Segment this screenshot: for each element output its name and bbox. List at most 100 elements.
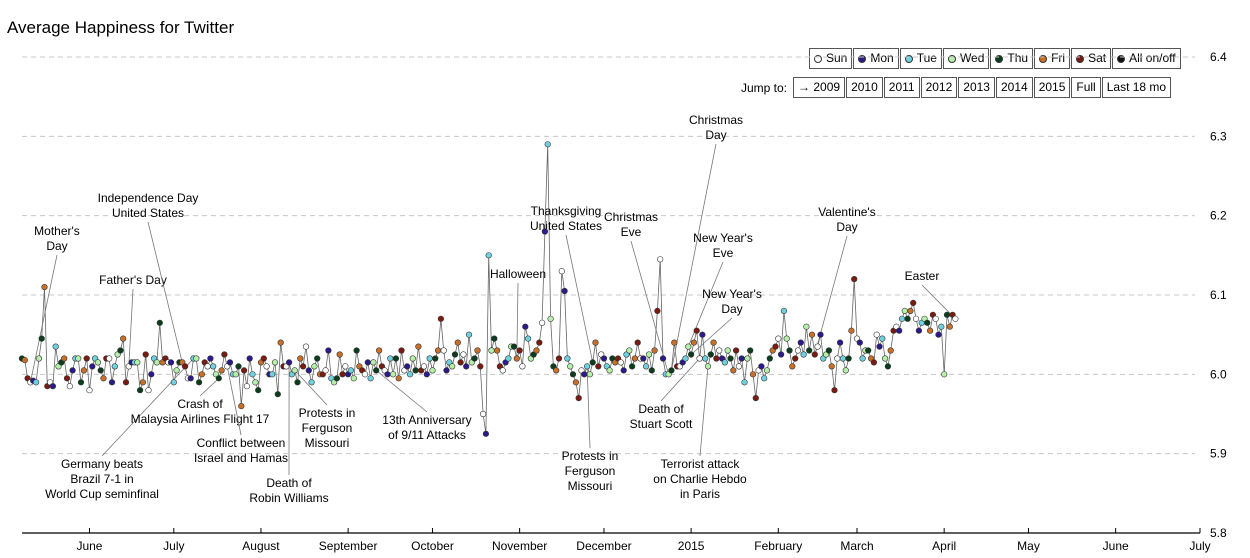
day-color-dot-icon: [1117, 54, 1126, 63]
day-toggle-wed[interactable]: Wed: [942, 48, 990, 69]
data-point: [690, 339, 698, 346]
jump-button[interactable]: Last 18 mo: [1101, 77, 1172, 98]
data-point: [488, 347, 495, 354]
data-point: [336, 351, 343, 358]
data-point: [555, 355, 563, 362]
jump-button[interactable]: 2011: [883, 77, 920, 98]
data-point: [457, 359, 464, 366]
data-point: [451, 351, 459, 358]
day-toggle-thu[interactable]: Thu: [990, 48, 1034, 69]
data-point: [724, 347, 731, 354]
annotation-leader-line: [586, 366, 591, 449]
data-point: [941, 371, 948, 378]
data-point: [390, 371, 397, 378]
y-tick-label: 5.9: [1210, 447, 1227, 461]
data-point: [137, 387, 144, 394]
data-point: [935, 331, 942, 338]
annotation-label: Father's Day: [99, 273, 167, 287]
data-point: [311, 363, 318, 370]
data-point: [699, 331, 706, 338]
data-point: [654, 307, 661, 315]
data-point: [83, 355, 90, 362]
data-point: [120, 335, 127, 342]
data-point: [645, 351, 653, 358]
day-toggle-tue[interactable]: Tue: [899, 48, 942, 69]
data-point: [657, 256, 664, 263]
data-point: [342, 363, 349, 370]
data-point: [75, 355, 82, 362]
day-toggle-all-on-off[interactable]: All on/off: [1112, 48, 1181, 69]
day-toggle-sun[interactable]: Sun: [809, 48, 853, 69]
day-toggle-sat[interactable]: Sat: [1071, 48, 1112, 69]
data-point: [567, 363, 574, 370]
data-point: [153, 359, 160, 366]
data-point: [831, 387, 838, 394]
data-point: [747, 347, 754, 354]
data-point: [111, 363, 118, 370]
x-tick-label: July: [1189, 539, 1210, 553]
data-point: [463, 363, 470, 370]
data-point: [727, 355, 734, 362]
day-toggle-mon[interactable]: Mon: [853, 48, 899, 69]
jump-button[interactable]: 2015: [1033, 77, 1071, 98]
annotation-leader-line: [128, 288, 134, 367]
data-point: [910, 299, 917, 307]
jump-button[interactable]: 2012: [920, 77, 958, 98]
data-point: [61, 355, 68, 362]
year-buttons: → 2009 2010 2011 2012 2013 2014 2015 Full Last 1…: [793, 77, 1172, 98]
day-toggle-label: Sat: [1088, 51, 1107, 65]
chart-title: Average Happiness for Twitter: [7, 18, 235, 37]
data-point: [558, 268, 565, 275]
annotation-label: Crash of: [177, 397, 223, 411]
data-point: [842, 367, 849, 374]
data-point: [406, 371, 414, 378]
data-point: [834, 355, 841, 362]
annotation-label: Missouri: [305, 436, 350, 450]
data-point: [583, 363, 591, 370]
data-point: [952, 315, 959, 322]
data-point: [361, 371, 369, 378]
x-tick-label: November: [492, 539, 547, 553]
x-tick-label: August: [242, 539, 280, 553]
data-point: [482, 430, 490, 437]
data-point: [876, 343, 883, 350]
annotation-label: Eve: [713, 246, 734, 260]
data-point: [170, 379, 177, 386]
data-point: [226, 359, 234, 366]
data-point: [207, 355, 214, 362]
data-point: [86, 387, 93, 394]
data-point: [491, 335, 498, 342]
annotation-leader-line: [671, 143, 717, 371]
data-point: [828, 363, 835, 370]
data-point: [277, 339, 284, 346]
data-point: [465, 331, 473, 338]
jump-button[interactable]: 2013: [958, 77, 995, 98]
jump-button[interactable]: Full: [1071, 77, 1101, 98]
data-point: [606, 367, 613, 374]
jump-button[interactable]: 2014: [995, 77, 1033, 98]
data-point: [314, 355, 321, 362]
jump-button[interactable]: 2010: [846, 77, 883, 98]
data-point: [780, 307, 788, 315]
jump-button[interactable]: → 2009: [793, 77, 846, 98]
data-point: [870, 359, 878, 366]
data-point: [752, 395, 759, 402]
annotation-label: New Year's: [702, 287, 762, 301]
x-tick-label: July: [163, 539, 184, 553]
data-point: [744, 355, 751, 362]
data-point: [592, 339, 599, 346]
day-toggle-fri[interactable]: Fri: [1034, 48, 1071, 69]
day-toggle-label: Wed: [959, 51, 985, 65]
data-point: [572, 379, 580, 386]
data-point: [339, 371, 346, 378]
data-point: [300, 363, 307, 370]
data-point: [671, 339, 678, 346]
data-point: [117, 347, 124, 354]
data-point: [783, 335, 790, 342]
day-color-dot-icon: [858, 54, 867, 63]
data-point: [387, 355, 394, 362]
data-point: [325, 347, 332, 354]
data-point: [41, 284, 48, 291]
data-point: [836, 339, 844, 346]
data-point: [420, 363, 428, 370]
